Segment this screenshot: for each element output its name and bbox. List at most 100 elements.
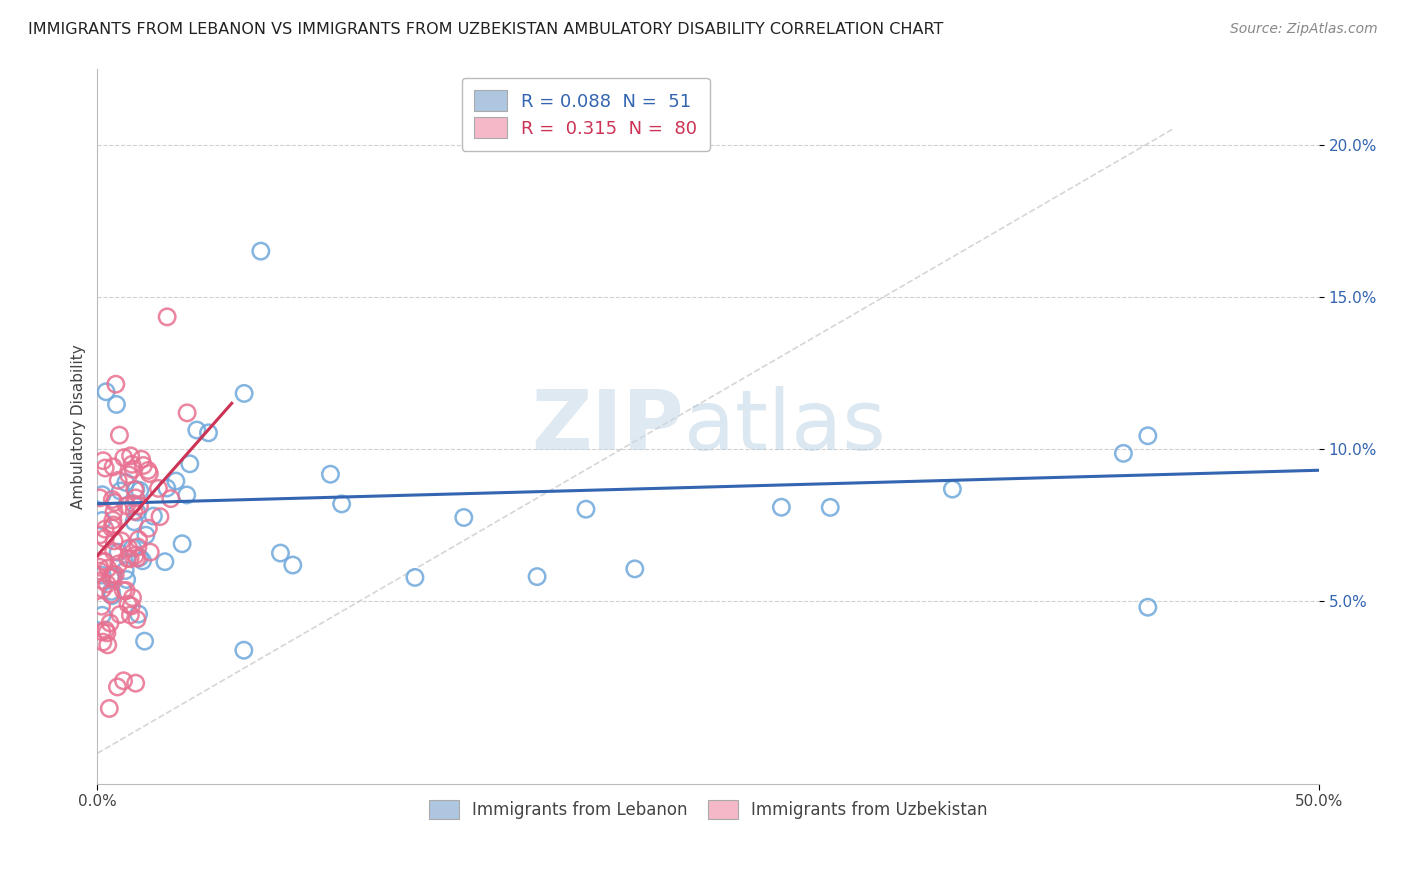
Point — [156, 310, 179, 324]
Point — [107, 474, 129, 488]
Point — [269, 546, 291, 560]
Point — [125, 491, 148, 505]
Point — [139, 545, 162, 559]
Point — [319, 467, 342, 482]
Point — [122, 462, 145, 476]
Point — [132, 458, 155, 473]
Point — [108, 607, 131, 622]
Point — [108, 428, 131, 442]
Point — [121, 541, 143, 555]
Point — [91, 624, 114, 639]
Point — [128, 607, 150, 621]
Point — [120, 449, 142, 463]
Point — [125, 612, 148, 626]
Point — [131, 452, 153, 467]
Point — [94, 461, 117, 475]
Point — [91, 574, 114, 588]
Point — [232, 643, 254, 657]
Point — [135, 528, 157, 542]
Text: IMMIGRANTS FROM LEBANON VS IMMIGRANTS FROM UZBEKISTAN AMBULATORY DISABILITY CORR: IMMIGRANTS FROM LEBANON VS IMMIGRANTS FR… — [28, 22, 943, 37]
Point — [100, 521, 122, 535]
Point — [134, 634, 156, 648]
Point — [94, 522, 117, 536]
Y-axis label: Ambulatory Disability: Ambulatory Disability — [72, 343, 86, 508]
Point — [91, 488, 114, 502]
Legend: Immigrants from Lebanon, Immigrants from Uzbekistan: Immigrants from Lebanon, Immigrants from… — [422, 793, 994, 825]
Point — [114, 475, 136, 490]
Point — [149, 509, 172, 524]
Point — [122, 504, 145, 518]
Point — [91, 568, 114, 582]
Point — [142, 509, 165, 524]
Point — [575, 502, 598, 516]
Point — [103, 533, 125, 548]
Point — [96, 625, 118, 640]
Point — [820, 500, 842, 515]
Point — [1136, 429, 1159, 443]
Point — [124, 549, 146, 563]
Point — [94, 623, 117, 637]
Point — [103, 518, 125, 533]
Point — [115, 499, 138, 513]
Point — [124, 676, 146, 690]
Point — [156, 481, 179, 495]
Point — [100, 571, 122, 585]
Point — [1136, 600, 1159, 615]
Point — [89, 528, 111, 542]
Point — [98, 615, 121, 630]
Point — [97, 638, 120, 652]
Point — [941, 482, 963, 496]
Point — [93, 554, 115, 568]
Point — [281, 558, 304, 572]
Point — [101, 459, 124, 474]
Point — [110, 533, 132, 548]
Point — [96, 577, 118, 591]
Point — [770, 500, 793, 515]
Point — [112, 583, 135, 598]
Point — [128, 499, 150, 513]
Point — [121, 591, 143, 605]
Point — [90, 599, 112, 614]
Point — [100, 587, 122, 601]
Point — [197, 425, 219, 440]
Text: ZIP: ZIP — [531, 385, 683, 467]
Point — [122, 515, 145, 529]
Point — [101, 513, 124, 527]
Point — [107, 545, 129, 559]
Point — [101, 589, 124, 603]
Text: Source: ZipAtlas.com: Source: ZipAtlas.com — [1230, 22, 1378, 37]
Point — [104, 567, 127, 582]
Text: atlas: atlas — [683, 385, 886, 467]
Point — [125, 505, 148, 519]
Point — [103, 495, 125, 509]
Point — [89, 491, 111, 505]
Point — [121, 458, 143, 472]
Point — [125, 551, 148, 566]
Point — [118, 467, 141, 482]
Point — [623, 562, 645, 576]
Point — [94, 532, 117, 546]
Point — [233, 386, 256, 401]
Point — [91, 635, 114, 649]
Point — [120, 599, 142, 613]
Point — [115, 573, 138, 587]
Point — [148, 482, 170, 496]
Point — [138, 521, 160, 535]
Point — [103, 504, 125, 518]
Point — [453, 510, 475, 524]
Point — [125, 483, 148, 497]
Point — [97, 561, 120, 575]
Point — [118, 541, 141, 556]
Point — [330, 497, 353, 511]
Point — [165, 474, 187, 488]
Point — [101, 567, 124, 582]
Point — [186, 423, 208, 437]
Point — [104, 377, 127, 392]
Point — [153, 555, 176, 569]
Point — [179, 457, 201, 471]
Point — [105, 397, 128, 411]
Point — [120, 551, 142, 566]
Point — [131, 554, 153, 568]
Point — [250, 244, 273, 259]
Point — [110, 483, 132, 498]
